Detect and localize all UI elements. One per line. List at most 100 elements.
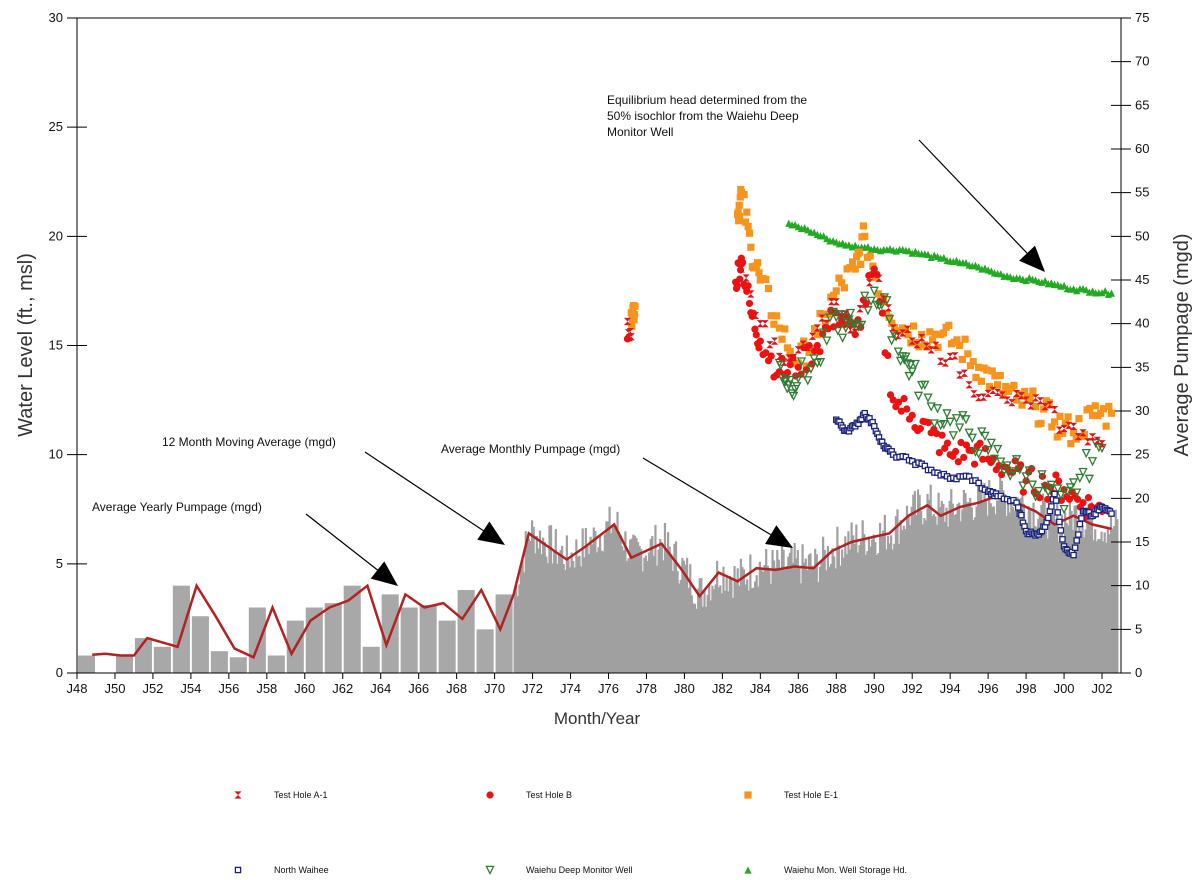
test-hole-b-point [744, 282, 752, 290]
monthly-pumpage-bar [988, 480, 991, 673]
test-hole-a1-point [789, 353, 798, 362]
monthly-pumpage-bar [809, 553, 812, 673]
left-y-tick-label: 25 [49, 119, 63, 134]
monthly-pumpage-bar [833, 556, 836, 673]
monthly-pumpage-bar [736, 568, 739, 673]
test-hole-e1-point [966, 362, 975, 370]
waiehu-deep-monitor-point [793, 373, 803, 384]
monthly-pumpage-bar [977, 482, 980, 673]
monthly-pumpage-bar [749, 554, 752, 673]
monthly-pumpage-bar [654, 524, 657, 673]
monthly-pumpage-bar [915, 514, 918, 673]
test-hole-a1-point [1055, 426, 1063, 434]
x-tick-label: J64 [370, 681, 391, 696]
monthly-pumpage-bar [622, 550, 625, 673]
waiehu-deep-monitor-point [939, 419, 949, 430]
test-hole-b-point [903, 405, 911, 413]
test-hole-a1-point [1036, 397, 1044, 405]
monthly-pumpage-bar [758, 561, 761, 673]
test-hole-e1-point [1002, 382, 1010, 391]
yearly-pumpage-bar [362, 646, 380, 673]
monthly-pumpage-bar [893, 543, 896, 673]
test-hole-e1-point [1013, 396, 1021, 404]
monthly-pumpage-bar [1095, 541, 1098, 673]
monthly-pumpage-bar [1067, 525, 1070, 673]
waiehu-storage-hd-point [927, 253, 935, 261]
test-hole-a1-point [623, 317, 632, 326]
monthly-pumpage-bar [1064, 512, 1067, 673]
x-tick-label: J50 [104, 681, 125, 696]
monthly-pumpage-bar [527, 538, 531, 673]
left-y-tick-label: 10 [49, 447, 63, 462]
monthly-pumpage-bar [782, 549, 785, 673]
monthly-pumpage-bar [818, 566, 822, 673]
waiehu-deep-monitor-point [1015, 465, 1025, 475]
right-y-tick-label: 75 [1135, 10, 1149, 25]
waiehu-deep-monitor-point [1053, 484, 1063, 494]
monthly-pumpage-bar [627, 558, 630, 673]
test-hole-b-point [745, 299, 754, 308]
yearly-pumpage-bar [77, 655, 96, 673]
waiehu-deep-monitor-point [884, 315, 895, 325]
x-tick-label: J74 [560, 681, 581, 696]
waiehu-deep-monitor-point [1037, 470, 1047, 480]
waiehu-deep-monitor-point [895, 356, 906, 367]
x-tick-label: J82 [712, 681, 733, 696]
waiehu-deep-monitor-point [955, 423, 965, 433]
test-hole-e1-point [802, 362, 811, 370]
test-hole-a1-point [1065, 421, 1073, 429]
north-waihee-series [833, 409, 1115, 559]
monthly-pumpage-bar [1021, 495, 1024, 673]
test-hole-a1-point [1069, 422, 1078, 431]
x-axis-title: Month/Year [554, 709, 641, 728]
test-hole-a1-point [780, 358, 788, 366]
test-hole-e1-point [835, 274, 843, 282]
monthly-pumpage-bar [848, 549, 852, 673]
test-hole-a1-series [623, 265, 1106, 448]
x-tick-label: J90 [864, 681, 885, 696]
test-hole-a1-point [984, 389, 992, 398]
test-hole-a1-point [1022, 396, 1030, 404]
waiehu-deep-monitor-point [986, 438, 996, 449]
monthly-pumpage-bar [883, 514, 886, 673]
monthly-pumpage-bar [1046, 538, 1049, 673]
legend-label: Test Hole B [526, 790, 572, 800]
monthly-pumpage-bar [594, 530, 597, 673]
test-hole-e1-point [631, 302, 639, 310]
monthly-pumpage-bar [629, 539, 632, 673]
monthly-pumpage-bar [860, 541, 863, 673]
monthly-pumpage-bar [902, 525, 905, 673]
waiehu-deep-monitor-point [1084, 474, 1095, 484]
monthly-pumpage-bar [825, 570, 828, 673]
monthly-pumpage-bar [924, 520, 928, 673]
monthly-pumpage-bar [947, 526, 950, 673]
waiehu-deep-monitor-point [860, 291, 870, 301]
waiehu-deep-monitor-point [1062, 486, 1072, 497]
north-waihee-point [1014, 504, 1022, 511]
monthly-pumpage-bar [591, 544, 594, 673]
annotation-text-equilibrium: 50% isochlor from the Waiehu Deep [607, 109, 799, 123]
test-hole-e1-point [1050, 418, 1059, 426]
test-hole-e1-point [846, 264, 854, 272]
monthly-pumpage-bar [521, 560, 524, 673]
monthly-pumpage-bar [791, 562, 795, 673]
monthly-pumpage-bar [964, 493, 967, 673]
equilibrium-arrow-head [1019, 245, 1045, 272]
test-hole-a1-point [813, 324, 821, 332]
x-tick-label: J68 [446, 681, 467, 696]
monthly-pumpage-bar [542, 537, 545, 673]
test-hole-e1-point [813, 330, 821, 339]
test-hole-e1-point [762, 275, 770, 284]
monthly-pumpage-bar [837, 545, 841, 673]
monthly-pumpage-bar [735, 580, 738, 673]
test-hole-e1-point [838, 279, 846, 287]
waiehu-deep-monitor-point [803, 376, 813, 386]
x-tick-label: J02 [1092, 681, 1113, 696]
waiehu-deep-monitor-point [1002, 461, 1012, 471]
test-hole-a1-point [794, 346, 802, 354]
test-hole-a1-point [861, 300, 869, 308]
test-hole-a1-point [865, 279, 874, 287]
monthly-pumpage-bar [945, 507, 948, 673]
monthly-pumpage-bar [787, 556, 790, 673]
monthly-pumpage-bar [701, 606, 705, 673]
